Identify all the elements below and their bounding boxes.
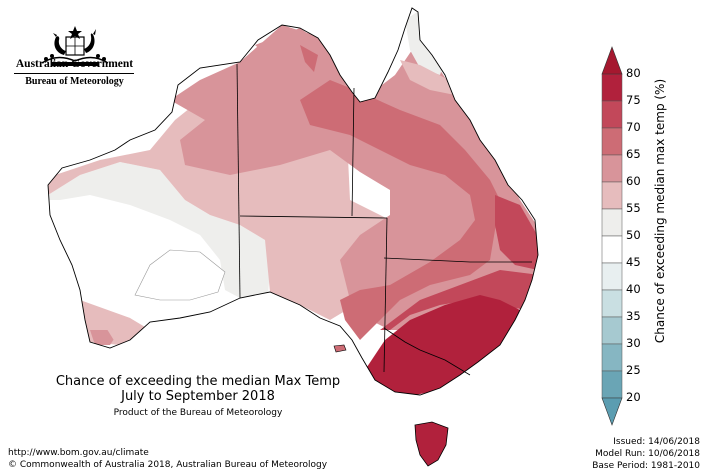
legend-tick-label: 60 xyxy=(626,174,641,188)
legend-tick-label: 45 xyxy=(626,255,641,269)
coat-of-arms-logo xyxy=(41,26,109,66)
model-run-date: Model Run: 10/06/2018 xyxy=(595,449,700,459)
legend-bottom-arrow xyxy=(601,397,623,426)
legend-tick-label: 25 xyxy=(626,363,641,377)
legend-tick-label: 80 xyxy=(626,66,641,80)
legend-top-arrow xyxy=(601,46,623,75)
map-subtitle: Product of the Bureau of Meteorology xyxy=(113,408,283,418)
legend-title-text: Chance of exceeding median max temp (%) xyxy=(653,79,667,343)
state-borders xyxy=(236,63,532,376)
legend-tick-label: 35 xyxy=(626,309,641,323)
org-name: Australian Government xyxy=(15,58,134,70)
legend-tick-label: 40 xyxy=(626,282,641,296)
map-title: Chance of exceeding the median Max Temp xyxy=(55,374,341,389)
legend-tick-label: 50 xyxy=(626,228,641,242)
base-period: Base Period: 1981-2010 xyxy=(592,461,700,471)
legend-tick-label: 70 xyxy=(626,120,641,134)
legend-colorbar xyxy=(601,46,623,426)
issued-date: Issued: 14/06/2018 xyxy=(613,437,700,447)
legend-tick-label: 55 xyxy=(626,201,641,215)
legend-tick-label: 65 xyxy=(626,147,641,161)
legend-title: Chance of exceeding median max temp (%) xyxy=(653,79,667,343)
legend-tick-label: 20 xyxy=(626,390,641,404)
footer-url[interactable]: http://www.bom.gov.au/climate xyxy=(8,448,149,458)
coastline xyxy=(47,7,539,396)
agency-name: Bureau of Meteorology xyxy=(25,76,124,87)
tasmania-shape xyxy=(414,421,449,467)
legend-tick-label: 30 xyxy=(626,336,641,350)
logo-divider xyxy=(14,73,134,74)
map-period: July to September 2018 xyxy=(121,389,275,404)
footer-copyright: © Commonwealth of Australia 2018, Austra… xyxy=(8,460,328,470)
legend-tick-label: 75 xyxy=(626,93,641,107)
